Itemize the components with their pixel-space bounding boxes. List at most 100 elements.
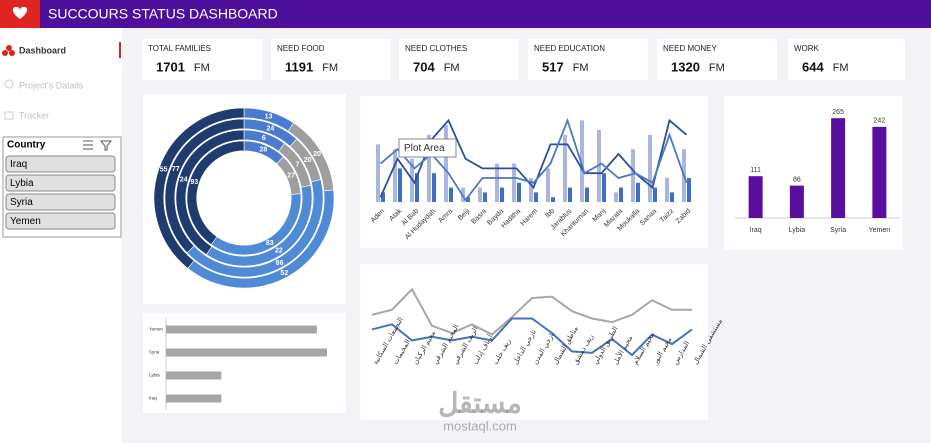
nav-item[interactable]: Dashboard — [19, 45, 66, 55]
kpi-card — [142, 39, 262, 80]
bar — [648, 134, 652, 202]
slicer-item[interactable]: Yemen — [10, 216, 41, 227]
bar — [687, 178, 691, 202]
x-tick-label: Iraq — [750, 227, 762, 234]
slicer-item[interactable]: Lybia — [10, 178, 34, 189]
data-label: 20 — [313, 151, 321, 158]
kpi-label: NEED FOOD — [277, 44, 325, 53]
bar — [636, 182, 640, 202]
data-label: 52 — [280, 270, 288, 277]
data-label: 7 — [296, 161, 300, 168]
bar — [872, 126, 887, 218]
kpi-label: NEED EDUCATION — [534, 44, 605, 53]
tooltip — [398, 138, 457, 158]
data-label: 27 — [287, 173, 295, 180]
bar — [166, 394, 222, 403]
bar — [631, 149, 635, 202]
data-label: 24 — [266, 126, 274, 133]
bar — [614, 192, 618, 202]
data-label: 13 — [265, 113, 273, 120]
nav-dashboard[interactable]: Dashboard — [2, 45, 66, 56]
slicer-button[interactable] — [5, 155, 116, 173]
kpi-value: 1320 — [671, 59, 700, 74]
kpi-unit: FM — [444, 62, 460, 74]
bar — [619, 187, 623, 202]
data-label: 86 — [793, 176, 801, 183]
watermark: مستقل — [438, 387, 522, 418]
data-label: 28 — [259, 146, 267, 153]
bar — [432, 173, 436, 202]
slicer-button[interactable] — [5, 174, 116, 192]
nav-projects[interactable]: Project's Datails — [4, 79, 84, 90]
nav-item[interactable]: Tracker — [19, 110, 49, 120]
bar — [748, 176, 763, 218]
kpi-card — [528, 39, 648, 80]
bar — [166, 348, 327, 357]
bar — [483, 192, 487, 202]
kpi-value: 1701 — [156, 59, 185, 74]
kpi-value: 1191 — [285, 59, 313, 74]
kpi-label: NEED MONEY — [663, 44, 717, 53]
bar — [415, 173, 419, 202]
line — [371, 287, 692, 336]
bar — [398, 168, 402, 202]
bar — [166, 325, 317, 334]
x-tick-label: Syria — [830, 227, 846, 234]
kpi-card — [399, 39, 519, 80]
line — [371, 317, 693, 357]
slicer-button[interactable] — [5, 212, 116, 230]
donut-segment — [164, 118, 245, 254]
data-label: 55 — [160, 167, 168, 174]
watermark: mostaql.com — [443, 418, 517, 433]
data-label: 265 — [832, 109, 844, 116]
data-label: 86 — [276, 260, 284, 267]
data-label: 111 — [750, 167, 761, 174]
chart-card — [360, 264, 708, 420]
y-tick-label: Yemen — [149, 327, 163, 332]
donut-segment — [186, 140, 245, 246]
y-tick-label: Lybia — [149, 373, 160, 378]
bar — [512, 163, 516, 202]
bar — [166, 371, 222, 380]
slicer-button[interactable] — [5, 193, 116, 211]
kpi-unit: FM — [573, 62, 589, 74]
kpi-card — [788, 39, 905, 80]
logo-heart — [12, 6, 28, 19]
kpi-value: 517 — [542, 59, 564, 74]
nav-item[interactable]: Project's Datails — [19, 80, 84, 90]
data-label: 83 — [266, 240, 274, 247]
kpi-value: 644 — [802, 59, 824, 74]
slicer-item[interactable]: Syria — [10, 197, 33, 208]
bar — [381, 192, 385, 202]
data-label: 242 — [874, 118, 886, 125]
kpi-label: TOTAL FAMILIES — [148, 44, 211, 53]
bar — [585, 187, 589, 202]
kpi-card — [657, 39, 777, 80]
bar — [495, 163, 499, 202]
slicer-icons[interactable] — [83, 140, 113, 151]
data-label: 22 — [275, 247, 283, 254]
kpi-unit: FM — [322, 62, 338, 74]
kpi-value: 704 — [413, 59, 435, 74]
kpi-unit: FM — [194, 62, 210, 74]
kpi-unit: FM — [833, 62, 849, 74]
data-label: 77 — [172, 166, 180, 173]
data-label: 6 — [262, 135, 266, 142]
donut-segment — [153, 107, 245, 269]
bar — [580, 120, 584, 202]
nav-active-indicator — [119, 42, 121, 58]
slicer-item[interactable]: Iraq — [10, 159, 27, 170]
tooltip-text: Plot Area — [404, 143, 445, 154]
bar — [393, 149, 397, 202]
bar — [665, 178, 669, 202]
bar — [602, 173, 606, 202]
bar — [789, 185, 804, 218]
y-tick-label: Iraq — [149, 396, 157, 401]
x-tick-label: Lybia — [789, 227, 806, 234]
bar — [517, 182, 521, 202]
bar — [653, 187, 657, 202]
nav-tracker[interactable]: Tracker — [4, 110, 49, 120]
data-label: 24 — [180, 177, 188, 184]
bar — [500, 187, 504, 202]
